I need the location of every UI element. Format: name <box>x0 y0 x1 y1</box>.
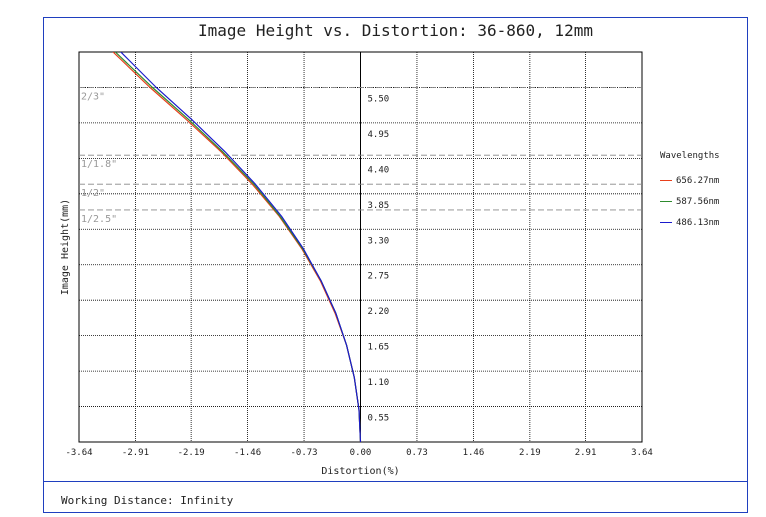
chart-title: Image Height vs. Distortion: 36-860, 12m… <box>198 21 593 40</box>
legend-item: 486.13nm <box>660 212 720 233</box>
y-axis-title: Image Height(mm) <box>60 199 71 295</box>
y-tick-label: 2.20 <box>368 307 390 317</box>
series-line-486.13nm <box>120 52 362 442</box>
y-tick-label: 3.30 <box>368 236 390 246</box>
series-line-656.27nm <box>112 52 362 442</box>
series-line-587.56nm <box>114 52 362 442</box>
x-tick-label: -1.46 <box>234 448 261 458</box>
y-tick-label: 2.75 <box>368 272 390 282</box>
legend-label: 656.27nm <box>676 175 720 186</box>
legend-swatch <box>660 221 672 224</box>
chart-frame <box>43 17 748 513</box>
legend-item: 587.56nm <box>660 191 720 212</box>
footer-divider <box>43 481 748 482</box>
y-tick-label: 1.65 <box>368 343 390 353</box>
sensor-label: 1/2" <box>81 188 105 199</box>
x-axis-title: Distortion(%) <box>321 466 399 477</box>
x-tick-label: 2.91 <box>575 448 597 458</box>
legend-title: Wavelengths <box>660 151 720 161</box>
legend-label: 486.13nm <box>676 217 720 228</box>
x-tick-label: -2.19 <box>178 448 205 458</box>
sensor-label: 2/3" <box>81 91 105 102</box>
x-tick-label: -0.73 <box>290 448 317 458</box>
x-tick-label: 0.00 <box>350 448 372 458</box>
legend: Wavelengths 656.27nm 587.56nm 486.13nm <box>660 151 720 233</box>
y-tick-label: 4.95 <box>368 130 390 140</box>
y-tick-label: 5.50 <box>368 94 390 104</box>
x-tick-label: 1.46 <box>463 448 485 458</box>
working-distance-label: Working Distance: Infinity <box>61 494 234 507</box>
legend-swatch <box>660 179 672 182</box>
sensor-label: 1/2.5" <box>81 214 117 225</box>
legend-item: 656.27nm <box>660 170 720 191</box>
x-tick-label: 2.19 <box>519 448 541 458</box>
legend-label: 587.56nm <box>676 196 720 207</box>
x-tick-label: -3.64 <box>65 448 92 458</box>
y-tick-label: 1.10 <box>368 378 390 388</box>
x-tick-label: -2.91 <box>122 448 149 458</box>
y-tick-label: 0.55 <box>368 414 390 424</box>
y-tick-label: 3.85 <box>368 201 390 211</box>
legend-swatch <box>660 200 672 203</box>
x-tick-label: 0.73 <box>406 448 428 458</box>
y-tick-label: 4.40 <box>368 165 390 175</box>
sensor-label: 1/1.8" <box>81 159 117 170</box>
x-tick-label: 3.64 <box>631 448 653 458</box>
